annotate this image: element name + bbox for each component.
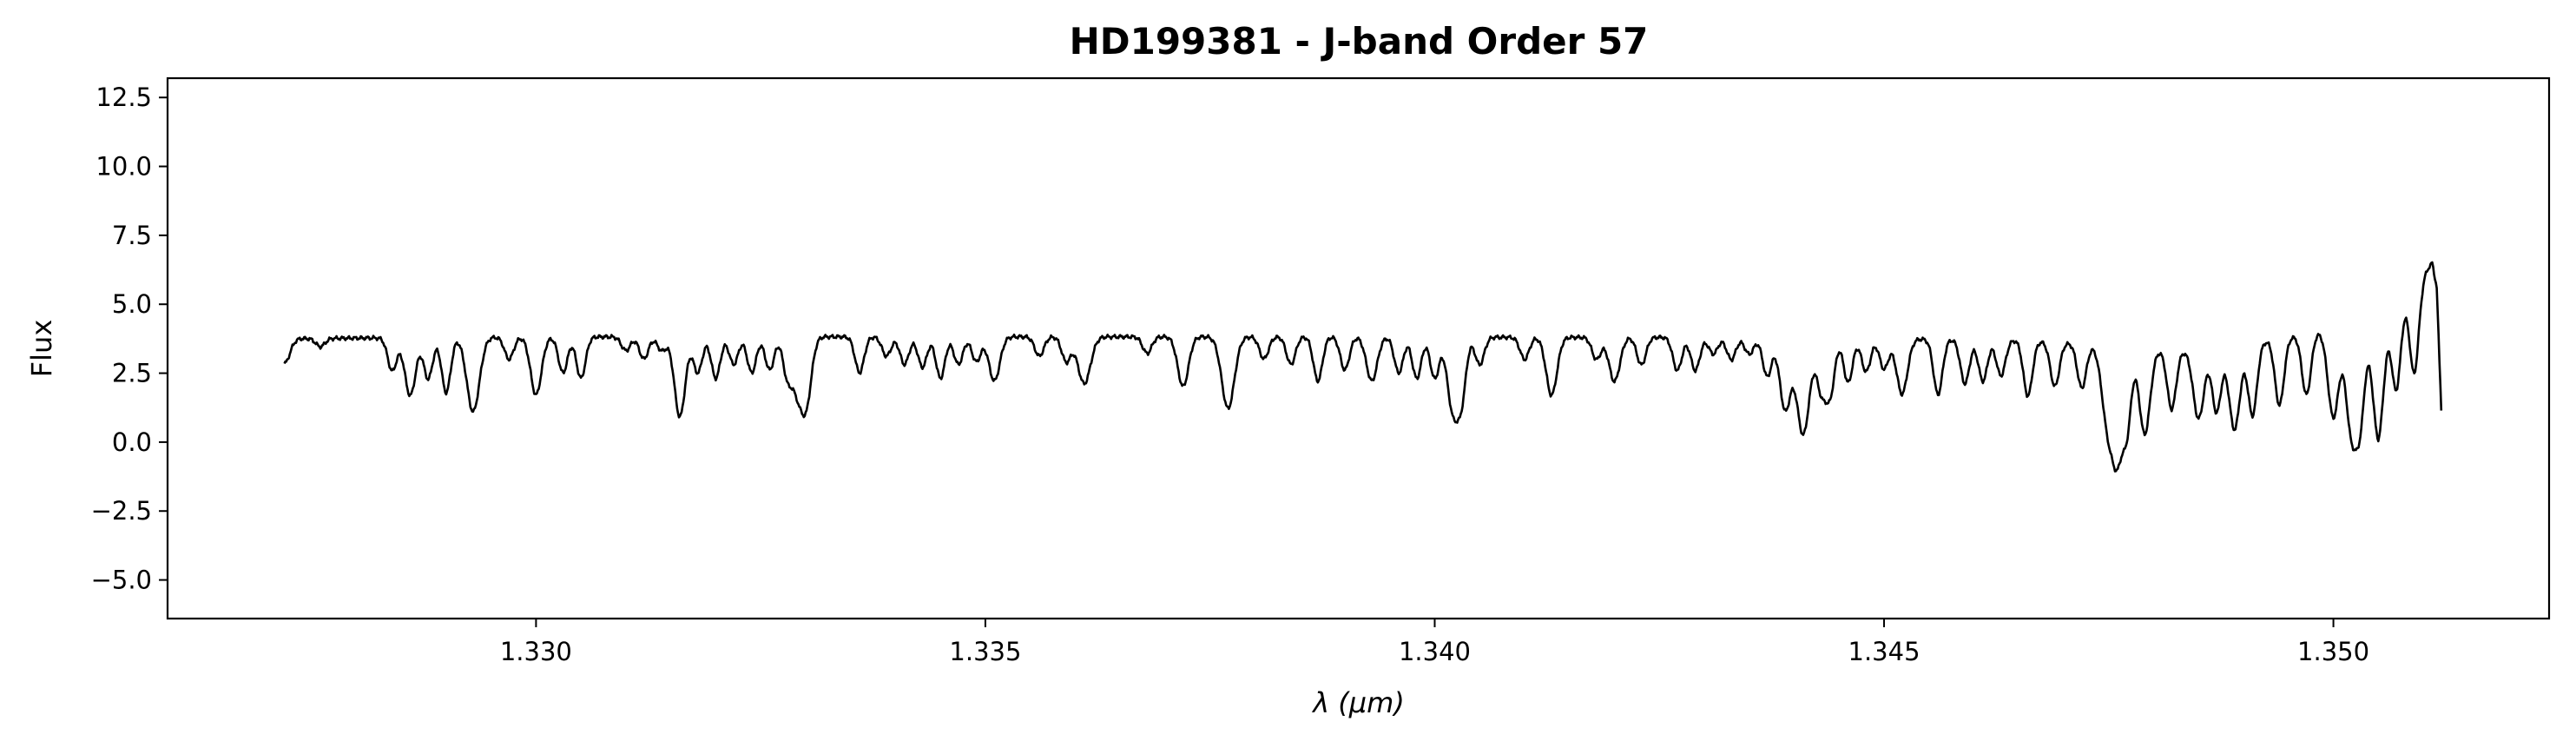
- y-tick-label: −5.0: [91, 566, 152, 595]
- x-tick-label: 1.330: [500, 637, 572, 666]
- y-tick-label: 12.5: [96, 83, 152, 112]
- y-tick-label: 5.0: [112, 289, 152, 319]
- x-tick-label: 1.350: [2297, 637, 2369, 666]
- y-tick-label: −2.5: [91, 496, 152, 526]
- y-tick-label: 2.5: [112, 359, 152, 388]
- x-axis-ticks: 1.330 1.335 1.340 1.345 1.350: [500, 619, 2369, 666]
- plot-area: [166, 76, 2551, 620]
- flux-series-line: [283, 261, 2443, 473]
- y-tick-label: 7.5: [112, 221, 152, 250]
- plot-frame: [166, 76, 2551, 620]
- y-tick-label: 10.0: [96, 152, 152, 182]
- chart-title: HD199381 - J-band Order 57: [1070, 20, 1649, 63]
- x-tick-label: 1.335: [949, 637, 1021, 666]
- y-axis-label: Flux: [25, 320, 58, 378]
- x-tick-label: 1.340: [1399, 637, 1471, 666]
- x-axis-label: λ (μm): [1311, 686, 1405, 719]
- y-tick-label: 0.0: [112, 427, 152, 457]
- y-axis-ticks: −5.0 −2.5 0.0 2.5 5.0 7.5 10.0 12.5: [91, 83, 168, 595]
- x-tick-label: 1.345: [1848, 637, 1920, 666]
